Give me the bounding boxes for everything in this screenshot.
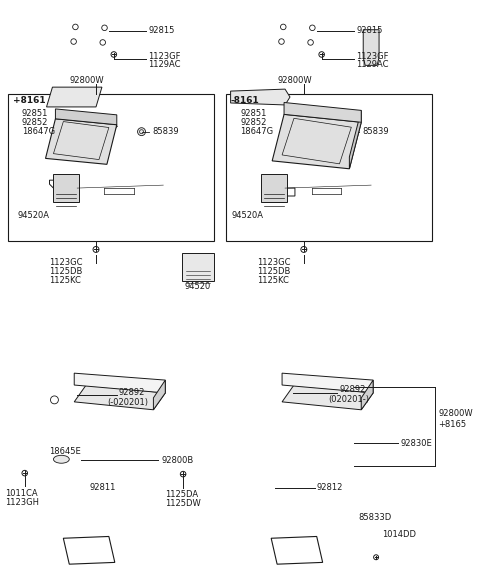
- Polygon shape: [74, 385, 165, 409]
- Text: +8161: +8161: [13, 97, 46, 105]
- Text: 92892: 92892: [339, 386, 366, 394]
- Text: 1125KC: 1125KC: [257, 276, 289, 285]
- Polygon shape: [47, 87, 102, 107]
- Text: 92830E: 92830E: [401, 439, 432, 448]
- Text: 94520A: 94520A: [18, 211, 50, 221]
- Text: 1011CA: 1011CA: [5, 490, 37, 498]
- Text: 1123GF: 1123GF: [356, 52, 389, 61]
- Polygon shape: [46, 119, 117, 164]
- Text: (-020201): (-020201): [107, 398, 148, 407]
- Polygon shape: [272, 114, 361, 169]
- Text: 92851: 92851: [240, 109, 267, 118]
- Polygon shape: [349, 111, 361, 169]
- Polygon shape: [363, 30, 379, 66]
- Polygon shape: [154, 380, 165, 409]
- Text: 85839: 85839: [362, 127, 389, 136]
- Text: 92800W: 92800W: [69, 75, 104, 85]
- Text: 92812: 92812: [317, 483, 343, 493]
- Text: 92815: 92815: [148, 26, 175, 35]
- Text: 92852: 92852: [240, 118, 267, 128]
- Text: 1125KC: 1125KC: [49, 276, 82, 285]
- Text: 92851: 92851: [22, 109, 48, 118]
- Text: 1014DD: 1014DD: [382, 530, 416, 539]
- Polygon shape: [282, 373, 373, 393]
- Text: 1123GC: 1123GC: [49, 258, 83, 267]
- Text: 94520: 94520: [184, 281, 210, 291]
- Text: 18647G: 18647G: [22, 127, 55, 136]
- Text: 18647G: 18647G: [240, 127, 274, 136]
- Polygon shape: [282, 385, 373, 409]
- Text: 92815: 92815: [356, 26, 383, 35]
- Polygon shape: [55, 109, 117, 125]
- Text: (020201-): (020201-): [329, 395, 370, 404]
- Text: 85833D: 85833D: [358, 513, 392, 522]
- Text: 1125DB: 1125DB: [257, 267, 291, 276]
- Text: 92800B: 92800B: [161, 456, 193, 464]
- Text: 1129AC: 1129AC: [148, 60, 181, 69]
- Bar: [53, 174, 79, 202]
- Bar: [182, 253, 214, 281]
- Polygon shape: [230, 89, 290, 105]
- Text: +8165: +8165: [438, 420, 467, 429]
- Text: 92852: 92852: [22, 118, 48, 128]
- Bar: [8, 94, 214, 240]
- Text: 1123GH: 1123GH: [5, 498, 39, 507]
- Polygon shape: [361, 380, 373, 409]
- Text: 92800W: 92800W: [277, 75, 312, 85]
- Text: 1129AC: 1129AC: [356, 60, 389, 69]
- Text: 1123GF: 1123GF: [148, 52, 181, 61]
- Text: 18645E: 18645E: [49, 447, 81, 456]
- Bar: [226, 94, 432, 240]
- Text: 94520A: 94520A: [231, 211, 264, 221]
- Text: 92800W: 92800W: [438, 410, 473, 418]
- Circle shape: [138, 128, 145, 136]
- Text: 1125DA: 1125DA: [165, 490, 198, 500]
- Text: 1123GC: 1123GC: [257, 258, 291, 267]
- Text: 85839: 85839: [153, 127, 179, 136]
- Polygon shape: [74, 373, 165, 393]
- Text: 1125DW: 1125DW: [165, 500, 201, 508]
- Circle shape: [348, 128, 355, 136]
- Ellipse shape: [53, 455, 69, 463]
- Polygon shape: [284, 102, 361, 122]
- Text: 1125DB: 1125DB: [49, 267, 83, 276]
- Bar: [261, 174, 287, 202]
- Text: 92892: 92892: [119, 388, 145, 397]
- Text: 92811: 92811: [89, 483, 116, 493]
- Text: -8161: -8161: [230, 97, 259, 105]
